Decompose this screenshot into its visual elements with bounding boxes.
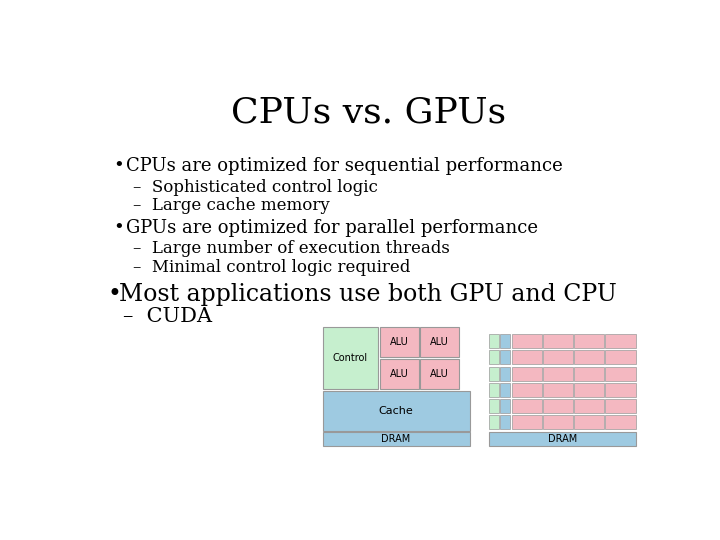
- Bar: [574, 383, 604, 397]
- Bar: [574, 350, 604, 365]
- Bar: [489, 334, 499, 348]
- Bar: [323, 327, 378, 389]
- Text: Control: Control: [333, 353, 368, 363]
- Bar: [380, 327, 418, 357]
- Text: –  Large cache memory: – Large cache memory: [132, 197, 329, 214]
- Bar: [606, 399, 636, 413]
- Bar: [500, 399, 510, 413]
- Bar: [489, 399, 499, 413]
- Bar: [543, 415, 573, 429]
- Bar: [489, 367, 499, 381]
- Bar: [574, 334, 604, 348]
- Bar: [500, 415, 510, 429]
- Bar: [512, 350, 542, 365]
- Text: ALU: ALU: [390, 337, 409, 347]
- Bar: [500, 367, 510, 381]
- Text: –  CUDA: – CUDA: [122, 307, 212, 326]
- Bar: [606, 334, 636, 348]
- Text: CPUs are optimized for sequential performance: CPUs are optimized for sequential perfor…: [126, 157, 562, 175]
- Text: ALU: ALU: [390, 369, 409, 379]
- Bar: [606, 350, 636, 365]
- Text: ALU: ALU: [430, 369, 449, 379]
- Bar: [543, 350, 573, 365]
- Text: DRAM: DRAM: [382, 434, 410, 444]
- Bar: [512, 415, 542, 429]
- Text: •: •: [107, 283, 121, 306]
- Bar: [500, 334, 510, 348]
- Text: CPUs vs. GPUs: CPUs vs. GPUs: [231, 96, 507, 130]
- Text: GPUs are optimized for parallel performance: GPUs are optimized for parallel performa…: [126, 219, 538, 237]
- Bar: [380, 359, 418, 389]
- Bar: [574, 367, 604, 381]
- Bar: [500, 383, 510, 397]
- Bar: [606, 367, 636, 381]
- Text: DRAM: DRAM: [548, 434, 577, 444]
- Text: Most applications use both GPU and CPU: Most applications use both GPU and CPU: [120, 283, 617, 306]
- Bar: [543, 383, 573, 397]
- Text: –  Sophisticated control logic: – Sophisticated control logic: [132, 179, 377, 196]
- Bar: [543, 334, 573, 348]
- Bar: [420, 327, 459, 357]
- Bar: [500, 350, 510, 365]
- Bar: [420, 359, 459, 389]
- Bar: [543, 367, 573, 381]
- Bar: [489, 415, 499, 429]
- Bar: [489, 432, 636, 446]
- Bar: [323, 390, 469, 430]
- Bar: [606, 383, 636, 397]
- Bar: [512, 334, 542, 348]
- Text: ALU: ALU: [430, 337, 449, 347]
- Bar: [574, 399, 604, 413]
- Bar: [512, 367, 542, 381]
- Text: •: •: [113, 219, 124, 237]
- Bar: [574, 415, 604, 429]
- Bar: [323, 432, 469, 446]
- Bar: [512, 399, 542, 413]
- Bar: [489, 350, 499, 365]
- Bar: [512, 383, 542, 397]
- Bar: [543, 399, 573, 413]
- Text: Cache: Cache: [379, 406, 413, 416]
- Bar: [606, 415, 636, 429]
- Text: –  Large number of execution threads: – Large number of execution threads: [132, 240, 449, 258]
- Bar: [489, 383, 499, 397]
- Text: •: •: [113, 157, 124, 175]
- Text: –  Minimal control logic required: – Minimal control logic required: [132, 259, 410, 276]
